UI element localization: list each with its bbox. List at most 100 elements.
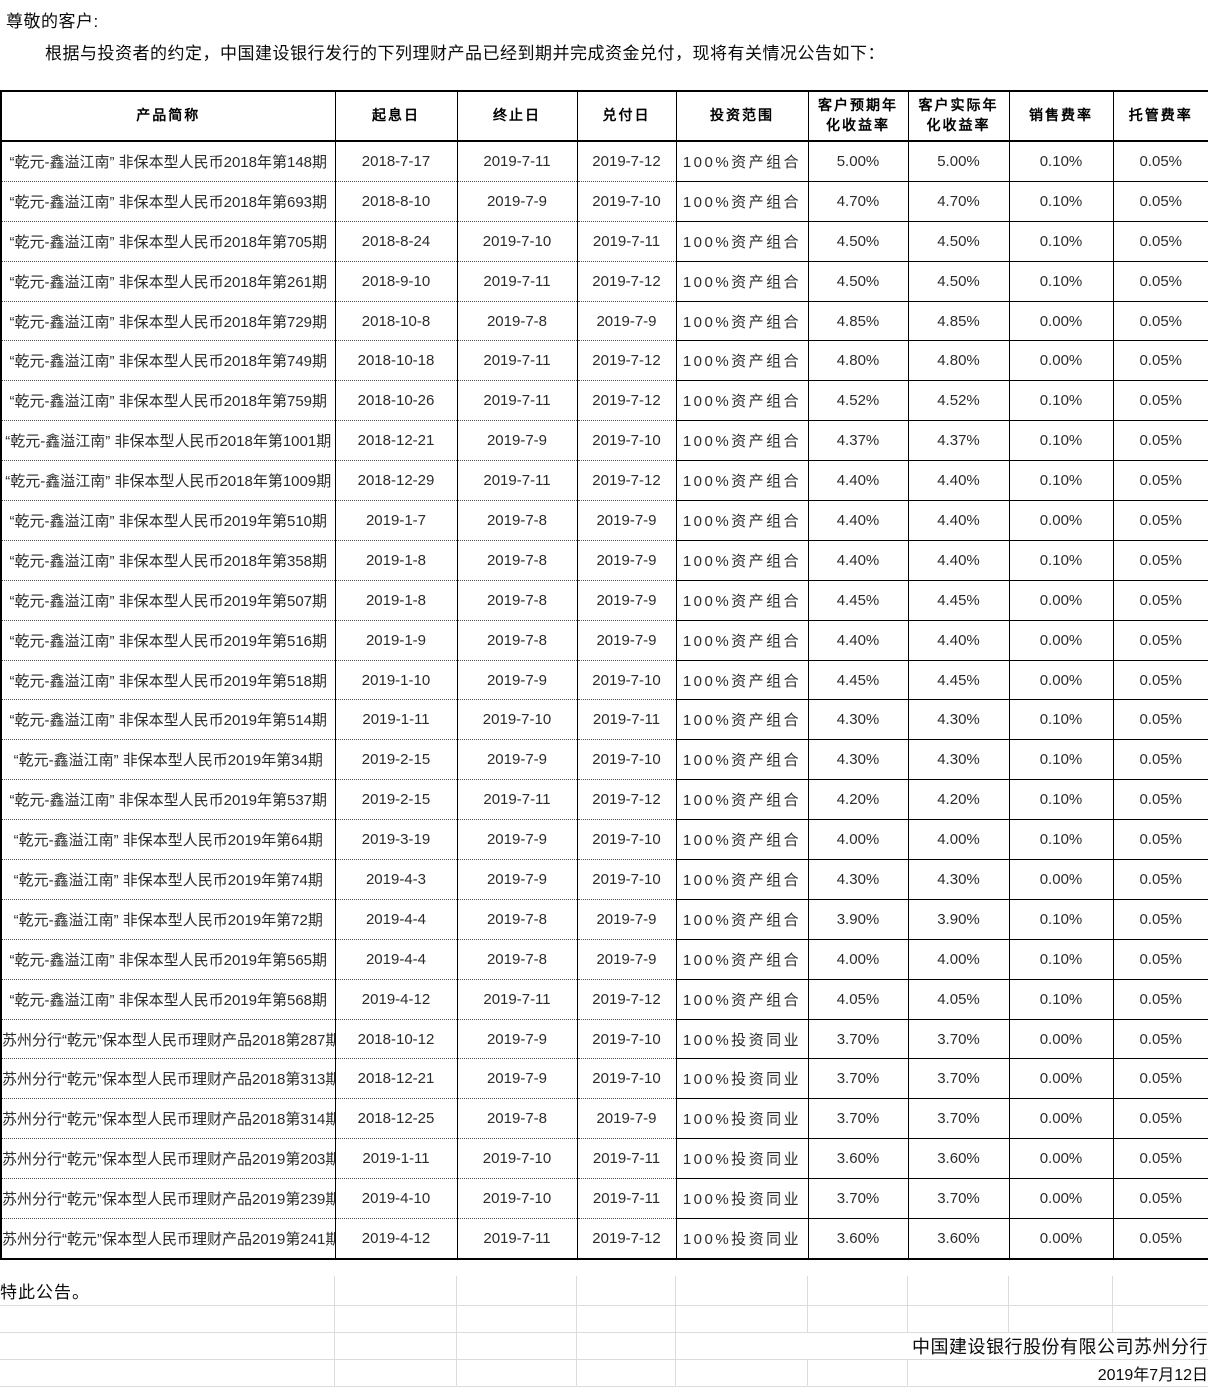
cell-sales-fee: 0.10% — [1009, 181, 1114, 222]
cell-custody-fee: 0.05% — [1113, 620, 1208, 661]
cell-expected-yield: 4.50% — [808, 261, 909, 302]
grid-cell — [807, 1276, 908, 1306]
cell-start-date: 2018-7-17 — [335, 141, 458, 182]
cell-end-date: 2019-7-10 — [457, 1178, 578, 1220]
footer-row-blank — [0, 1305, 1208, 1333]
cell-start-date: 2019-1-11 — [335, 699, 458, 741]
cell-actual-yield: 4.52% — [908, 380, 1010, 422]
cell-custody-fee: 0.05% — [1113, 1178, 1208, 1220]
cell-product-name: “乾元-鑫溢江南” 非保本型人民币2018年第1001期 — [1, 420, 336, 462]
grid-cell — [675, 1305, 808, 1333]
cell-payment-date: 2019-7-12 — [577, 261, 677, 302]
cell-start-date: 2019-1-8 — [335, 580, 458, 621]
cell-payment-date: 2019-7-10 — [577, 1058, 677, 1100]
footer-grid: 特此公告。 中国建设银行股份有限公司苏州分行 2019年7月12日 — [0, 1276, 1208, 1387]
cell-expected-yield: 4.80% — [808, 340, 909, 382]
cell-sales-fee: 0.00% — [1009, 500, 1114, 541]
table-row: 苏州分行“乾元”保本型人民币理财产品2018第313期 2018-12-21 2… — [1, 1058, 1208, 1100]
cell-payment-date: 2019-7-11 — [577, 221, 677, 262]
intro-line: 根据与投资者的约定，中国建设银行发行的下列理财产品已经到期并完成资金兑付，现将有… — [45, 44, 885, 63]
grid-cell — [334, 1276, 457, 1306]
header-actual-yield: 客户实际年 化收益率 — [908, 91, 1010, 142]
cell-payment-date: 2019-7-12 — [577, 141, 677, 182]
cell-sales-fee: 0.10% — [1009, 979, 1114, 1020]
cell-actual-yield: 3.70% — [908, 1178, 1010, 1220]
cell-product-name: 苏州分行“乾元”保本型人民币理财产品2019第239期 — [1, 1178, 336, 1220]
grid-cell — [456, 1359, 577, 1387]
cell-product-name: “乾元-鑫溢江南” 非保本型人民币2019年第537期 — [1, 779, 336, 821]
issuer-name: 中国建设银行股份有限公司苏州分行 — [675, 1332, 1208, 1360]
table-row: “乾元-鑫溢江南” 非保本型人民币2019年第516期 2019-1-9 201… — [1, 620, 1208, 661]
cell-sales-fee: 0.10% — [1009, 420, 1114, 462]
cell-investment-scope: 100%投资同业 — [676, 1138, 809, 1180]
grid-cell — [1112, 1276, 1208, 1306]
cell-expected-yield: 4.40% — [808, 620, 909, 661]
cell-custody-fee: 0.05% — [1113, 141, 1208, 182]
grid-cell — [0, 1332, 335, 1360]
table-row: “乾元-鑫溢江南” 非保本型人民币2018年第1009期 2018-12-29 … — [1, 460, 1208, 502]
cell-end-date: 2019-7-11 — [457, 779, 578, 821]
cell-investment-scope: 100%资产组合 — [676, 460, 809, 502]
table-row: “乾元-鑫溢江南” 非保本型人民币2019年第72期 2019-4-4 2019… — [1, 899, 1208, 940]
cell-end-date: 2019-7-11 — [457, 380, 578, 422]
cell-end-date: 2019-7-11 — [457, 460, 578, 502]
grid-cell — [1008, 1305, 1113, 1333]
cell-expected-yield: 4.37% — [808, 420, 909, 462]
cell-payment-date: 2019-7-12 — [577, 380, 677, 422]
table-row: “乾元-鑫溢江南” 非保本型人民币2019年第507期 2019-1-8 201… — [1, 580, 1208, 621]
cell-actual-yield: 5.00% — [908, 141, 1010, 182]
cell-sales-fee: 0.00% — [1009, 1178, 1114, 1220]
cell-actual-yield: 3.90% — [908, 899, 1010, 940]
cell-payment-date: 2019-7-11 — [577, 699, 677, 741]
cell-investment-scope: 100%资产组合 — [676, 340, 809, 382]
grid-cell — [576, 1276, 676, 1306]
cell-custody-fee: 0.05% — [1113, 1138, 1208, 1180]
cell-start-date: 2019-3-19 — [335, 819, 458, 861]
cell-start-date: 2019-2-15 — [335, 779, 458, 821]
cell-product-name: “乾元-鑫溢江南” 非保本型人民币2019年第64期 — [1, 819, 336, 861]
cell-custody-fee: 0.05% — [1113, 819, 1208, 861]
cell-expected-yield: 4.50% — [808, 221, 909, 262]
header-custody-fee: 托管费率 — [1113, 91, 1208, 142]
cell-sales-fee: 0.00% — [1009, 340, 1114, 382]
cell-sales-fee: 0.10% — [1009, 540, 1114, 581]
cell-custody-fee: 0.05% — [1113, 739, 1208, 781]
cell-sales-fee: 0.00% — [1009, 660, 1114, 701]
cell-expected-yield: 3.70% — [808, 1098, 909, 1140]
cell-end-date: 2019-7-8 — [457, 620, 578, 661]
cell-payment-date: 2019-7-12 — [577, 1218, 677, 1259]
cell-expected-yield: 3.60% — [808, 1138, 909, 1180]
cell-investment-scope: 100%资产组合 — [676, 620, 809, 661]
table-row: “乾元-鑫溢江南” 非保本型人民币2019年第518期 2019-1-10 20… — [1, 660, 1208, 701]
cell-end-date: 2019-7-11 — [457, 261, 578, 302]
cell-investment-scope: 100%资产组合 — [676, 739, 809, 781]
cell-product-name: “乾元-鑫溢江南” 非保本型人民币2019年第34期 — [1, 739, 336, 781]
greeting-line: 尊敬的客户: — [6, 12, 99, 31]
cell-investment-scope: 100%投资同业 — [676, 1019, 809, 1060]
cell-product-name: 苏州分行“乾元”保本型人民币理财产品2018第313期 — [1, 1058, 336, 1100]
table-row: “乾元-鑫溢江南” 非保本型人民币2018年第705期 2018-8-24 20… — [1, 221, 1208, 262]
cell-payment-date: 2019-7-10 — [577, 819, 677, 861]
cell-sales-fee: 0.10% — [1009, 899, 1114, 940]
header-end-date: 终止日 — [457, 91, 578, 142]
cell-actual-yield: 4.00% — [908, 939, 1010, 980]
header-sales-fee: 销售费率 — [1009, 91, 1114, 142]
table-row: “乾元-鑫溢江南” 非保本型人民币2019年第568期 2019-4-12 20… — [1, 979, 1208, 1020]
table-row: 苏州分行“乾元”保本型人民币理财产品2019第203期 2019-1-11 20… — [1, 1138, 1208, 1180]
cell-payment-date: 2019-7-9 — [577, 580, 677, 621]
cell-expected-yield: 4.40% — [808, 500, 909, 541]
grid-cell — [0, 1305, 335, 1333]
cell-custody-fee: 0.05% — [1113, 221, 1208, 262]
table-row: “乾元-鑫溢江南” 非保本型人民币2019年第537期 2019-2-15 20… — [1, 779, 1208, 821]
cell-end-date: 2019-7-10 — [457, 221, 578, 262]
cell-end-date: 2019-7-10 — [457, 699, 578, 741]
cell-custody-fee: 0.05% — [1113, 340, 1208, 382]
cell-actual-yield: 4.70% — [908, 181, 1010, 222]
cell-end-date: 2019-7-8 — [457, 540, 578, 581]
cell-product-name: “乾元-鑫溢江南” 非保本型人民币2018年第1009期 — [1, 460, 336, 502]
cell-end-date: 2019-7-10 — [457, 1138, 578, 1180]
cell-payment-date: 2019-7-9 — [577, 899, 677, 940]
grid-cell — [456, 1305, 577, 1333]
cell-actual-yield: 4.05% — [908, 979, 1010, 1020]
cell-actual-yield: 4.30% — [908, 739, 1010, 781]
